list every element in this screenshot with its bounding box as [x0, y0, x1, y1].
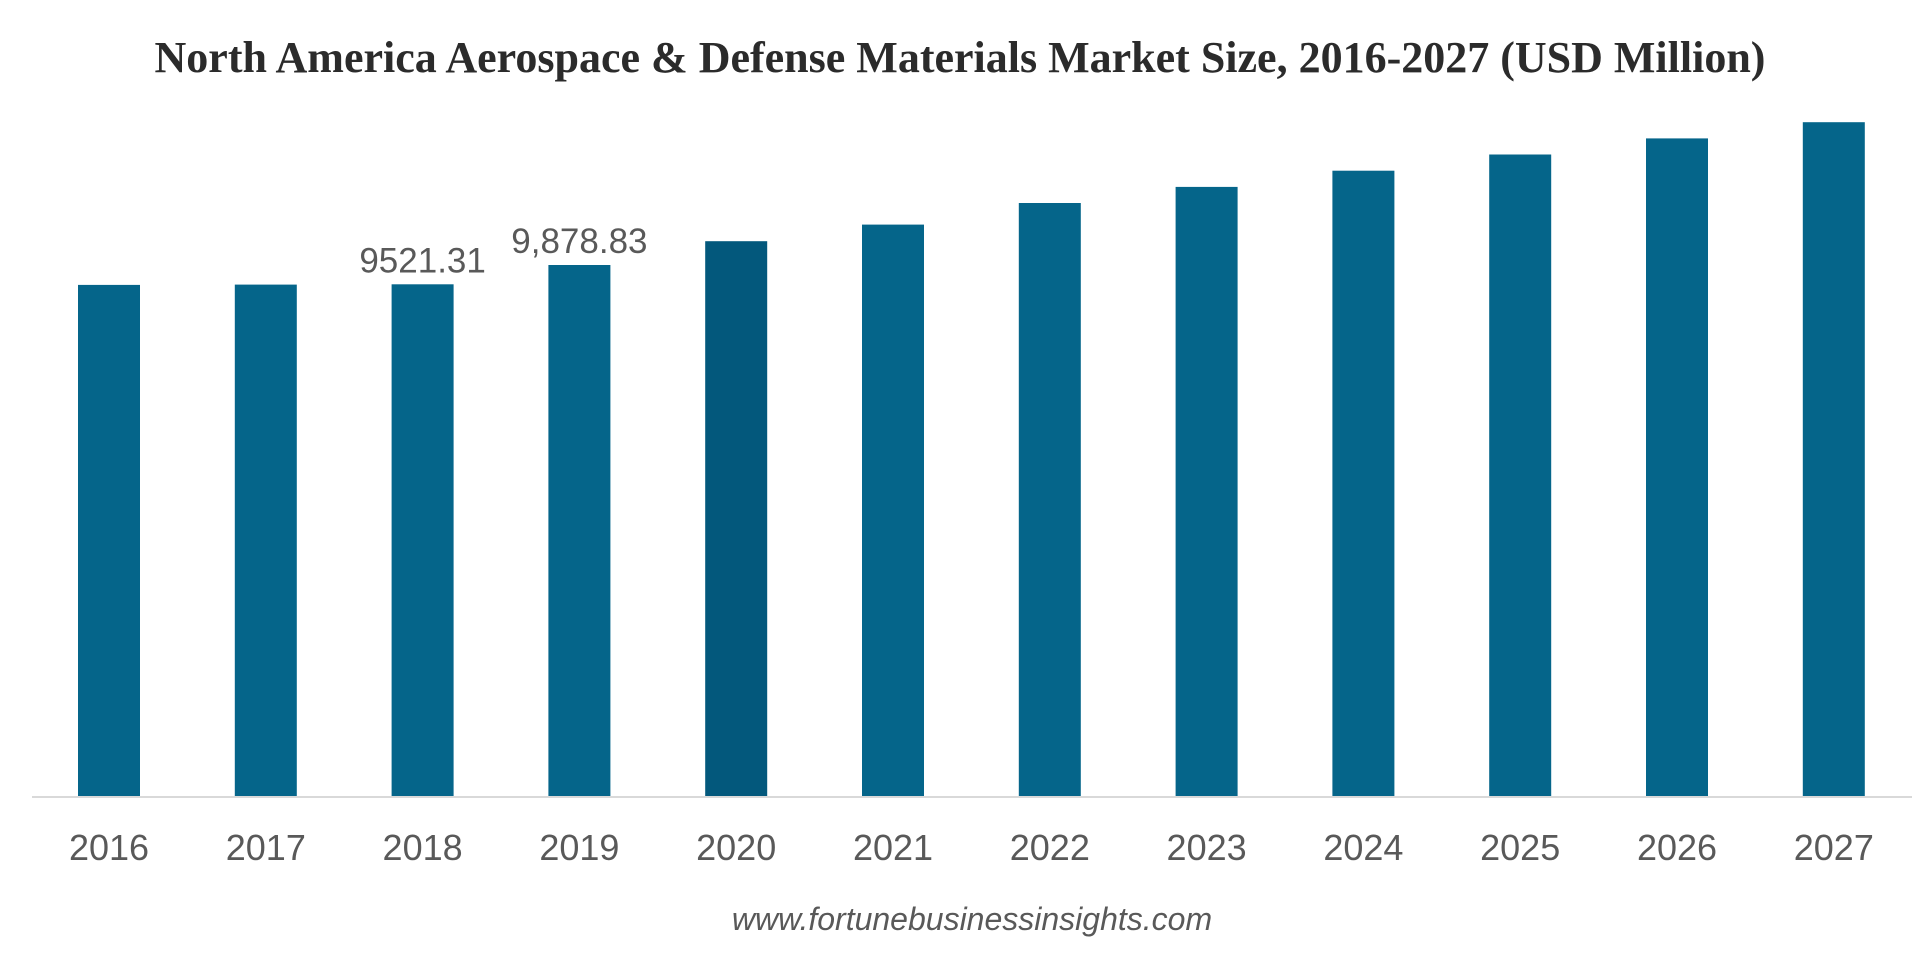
bar-2021 — [862, 224, 924, 798]
source-url: www.fortunebusinessinsights.com — [732, 901, 1212, 937]
tick-label-2026: 2026 — [1637, 827, 1717, 868]
bar-2016 — [78, 284, 140, 797]
tick-label-2020: 2020 — [696, 827, 776, 868]
data-labels: 9521.31 9,878.83 — [359, 222, 647, 280]
tick-label-2017: 2017 — [226, 827, 306, 868]
tick-label-2027: 2027 — [1794, 827, 1874, 868]
bar-2020 — [705, 241, 768, 797]
bar-2023 — [1175, 186, 1238, 797]
bar-2027 — [1802, 122, 1865, 797]
tick-label-2016: 2016 — [69, 827, 149, 868]
bar-2022 — [1018, 203, 1081, 797]
bar-2019 — [548, 265, 611, 797]
tick-label-2022: 2022 — [1010, 827, 1090, 868]
tick-label-2019: 2019 — [539, 827, 619, 868]
tick-label-2024: 2024 — [1323, 827, 1403, 868]
data-label-2018: 9521.31 — [359, 241, 486, 280]
tick-label-2025: 2025 — [1480, 827, 1560, 868]
bars — [78, 122, 1865, 798]
tick-label-2021: 2021 — [853, 827, 933, 868]
tick-label-2018: 2018 — [383, 827, 463, 868]
bar-2025 — [1489, 154, 1552, 797]
data-label-2019: 9,878.83 — [511, 222, 647, 261]
bar-2017 — [234, 284, 297, 798]
bar-2018 — [391, 284, 454, 797]
tick-label-2023: 2023 — [1167, 827, 1247, 868]
chart-title: North America Aerospace & Defense Materi… — [155, 33, 1766, 82]
bar-2024 — [1332, 170, 1395, 797]
x-axis-tick-labels: 2016 2017 2018 2019 2020 2021 2022 2023 2024 2025… — [69, 827, 1874, 868]
bar-2026 — [1646, 138, 1708, 797]
